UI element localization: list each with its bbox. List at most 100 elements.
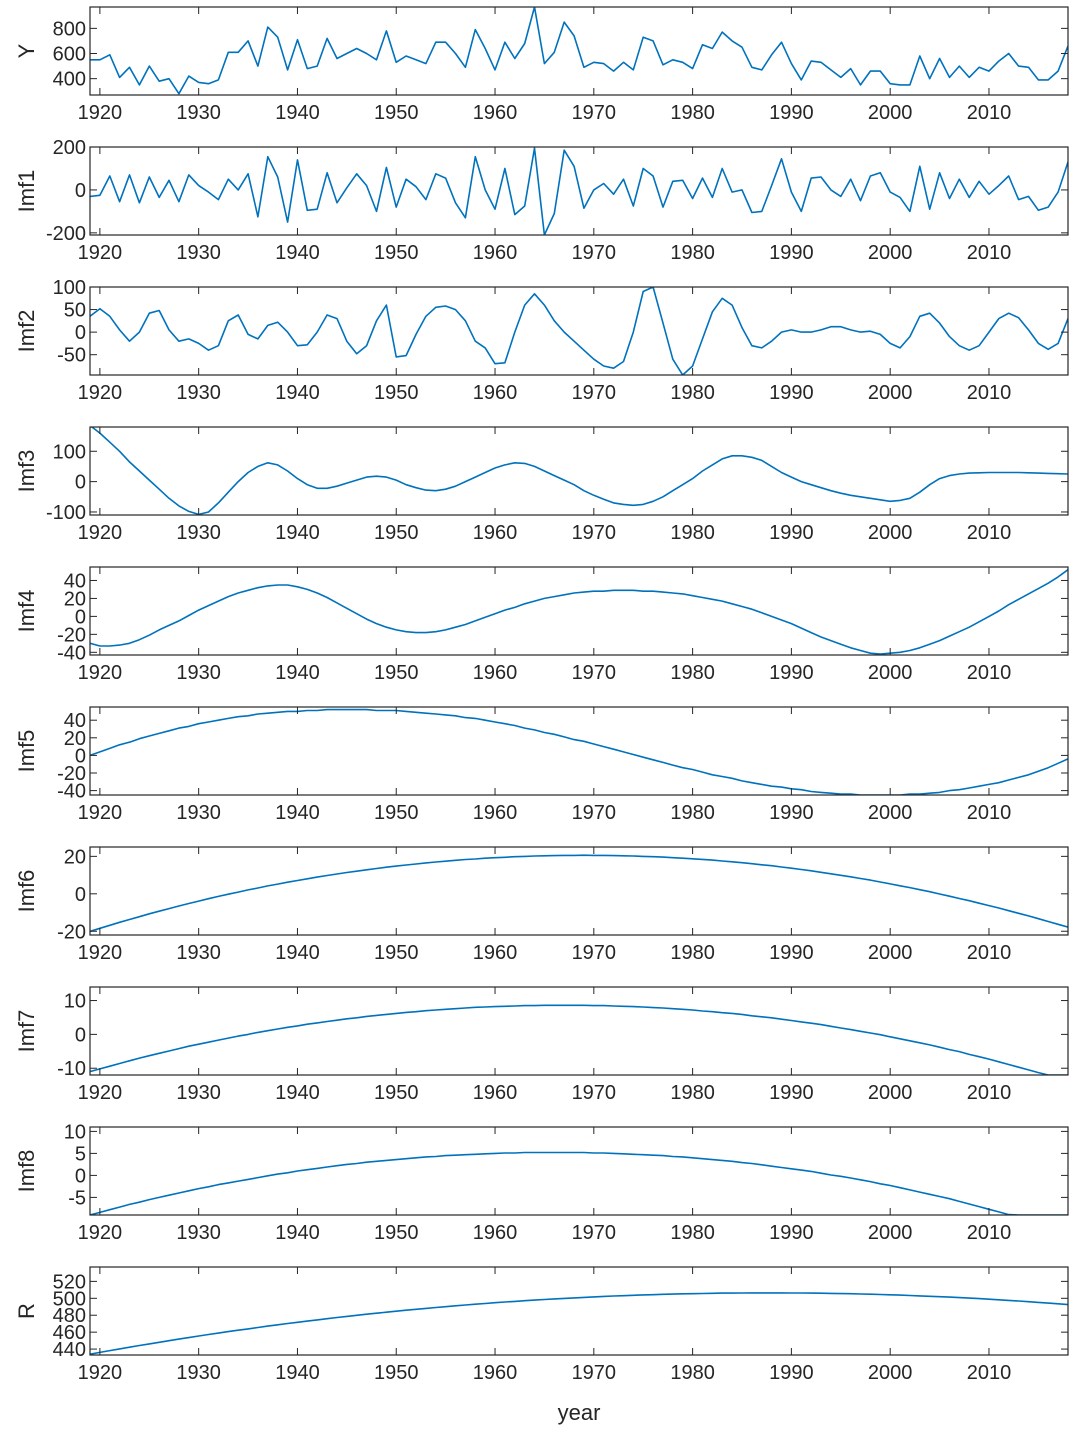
panel-imf3: 1920 1930 1940 1950 1960 1970 1980 1990 2000 2010… bbox=[14, 426, 1069, 544]
x-tick-label: 2010 bbox=[967, 942, 1012, 964]
y-axis-label: Imf4 bbox=[14, 590, 39, 633]
axes-frame bbox=[89, 706, 1069, 796]
x-tick-label: 1940 bbox=[275, 802, 320, 824]
x-tick-label: 1950 bbox=[374, 802, 419, 824]
x-tick-label: 1940 bbox=[275, 662, 320, 684]
x-tick-label: 1920 bbox=[78, 1222, 123, 1244]
x-tick-label: 1990 bbox=[769, 242, 814, 264]
series-line-imf8 bbox=[90, 1151, 1068, 1215]
y-tick-label: -40 bbox=[57, 781, 86, 803]
x-tick-label: 1920 bbox=[78, 242, 123, 264]
x-tick-label: 1940 bbox=[275, 942, 320, 964]
x-tick-label: 2000 bbox=[868, 662, 913, 684]
x-tick-label: 1970 bbox=[572, 942, 617, 964]
x-tick-label: 1970 bbox=[572, 662, 617, 684]
x-tick-label: 1960 bbox=[473, 1082, 518, 1104]
axes-frame bbox=[89, 846, 1069, 936]
x-tick-label: 1950 bbox=[374, 242, 419, 264]
x-tick-label: 2000 bbox=[868, 802, 913, 824]
series-line-r bbox=[90, 1292, 1068, 1355]
x-tick-label: 2000 bbox=[868, 242, 913, 264]
y-tick-label: -40 bbox=[57, 642, 86, 664]
y-axis-label: Imf1 bbox=[14, 170, 39, 213]
panel-imf8: 1920 1930 1940 1950 1960 1970 1980 1990 2000 2010… bbox=[14, 1121, 1069, 1244]
y-tick-label: 0 bbox=[75, 606, 86, 628]
x-tick-label: 2000 bbox=[868, 102, 913, 124]
x-tick-label: 1990 bbox=[769, 662, 814, 684]
y-tick-label: 5 bbox=[75, 1143, 86, 1165]
y-axis-label: R bbox=[14, 1303, 39, 1319]
x-tick-label: 1940 bbox=[275, 102, 320, 124]
x-tick-label: 1960 bbox=[473, 242, 518, 264]
series-line-imf2 bbox=[90, 287, 1068, 375]
x-tick-label: 1950 bbox=[374, 522, 419, 544]
y-tick-label: 20 bbox=[64, 588, 86, 610]
x-tick-label: 1930 bbox=[176, 662, 221, 684]
panel-imf5: 1920 1930 1940 1950 1960 1970 1980 1990 2000 2010… bbox=[14, 706, 1069, 824]
x-tick-label: 1980 bbox=[670, 942, 715, 964]
y-tick-label: 480 bbox=[53, 1305, 86, 1327]
y-tick-label: 0 bbox=[75, 745, 86, 767]
panel-y: 1920 1930 1940 1950 1960 1970 1980 1990 2000 2010… bbox=[14, 6, 1069, 124]
x-tick-label: 1980 bbox=[670, 522, 715, 544]
x-tick-label: 1950 bbox=[374, 382, 419, 404]
y-tick-label: 800 bbox=[53, 18, 86, 40]
x-tick-label: 1990 bbox=[769, 802, 814, 824]
y-tick-label: 0 bbox=[75, 322, 86, 344]
y-tick-label: 20 bbox=[64, 846, 86, 868]
y-axis-label: Imf7 bbox=[14, 1010, 39, 1053]
panel-r: 1920 1930 1940 1950 1960 1970 1980 1990 2000 2010… bbox=[14, 1266, 1069, 1384]
x-tick-label: 1950 bbox=[374, 102, 419, 124]
axes-frame bbox=[89, 1126, 1069, 1216]
x-tick-label: 1970 bbox=[572, 102, 617, 124]
y-axis-label: Imf5 bbox=[14, 730, 39, 773]
x-tick-label: 1940 bbox=[275, 382, 320, 404]
axes-frame bbox=[89, 1266, 1069, 1356]
x-tick-label: 1990 bbox=[769, 102, 814, 124]
y-tick-label: 0 bbox=[75, 1165, 86, 1187]
y-tick-label: 100 bbox=[53, 441, 86, 463]
x-tick-label: 2000 bbox=[868, 522, 913, 544]
y-axis-label: Imf8 bbox=[14, 1150, 39, 1193]
x-tick-label: 2010 bbox=[967, 242, 1012, 264]
x-tick-label: 1990 bbox=[769, 522, 814, 544]
x-tick-label: 1970 bbox=[572, 1362, 617, 1384]
x-tick-label: 2010 bbox=[967, 102, 1012, 124]
series-line-imf3 bbox=[90, 427, 1068, 515]
x-tick-label: 1940 bbox=[275, 522, 320, 544]
panel-imf6: 1920 1930 1940 1950 1960 1970 1980 1990 2000 2010… bbox=[14, 846, 1069, 964]
y-tick-label: 0 bbox=[75, 884, 86, 906]
y-tick-label: 440 bbox=[53, 1339, 86, 1361]
x-tick-label: 1960 bbox=[473, 102, 518, 124]
x-tick-label: 1920 bbox=[78, 802, 123, 824]
x-tick-label: 1920 bbox=[78, 102, 123, 124]
y-tick-label: -20 bbox=[57, 624, 86, 646]
x-tick-label: 1930 bbox=[176, 1222, 221, 1244]
y-tick-label: -20 bbox=[57, 921, 86, 943]
series-line-y bbox=[90, 7, 1068, 95]
x-tick-label: 1940 bbox=[275, 1082, 320, 1104]
y-tick-label: 200 bbox=[53, 137, 86, 159]
x-tick-label: 1960 bbox=[473, 662, 518, 684]
y-tick-label: 10 bbox=[64, 991, 86, 1013]
x-tick-label: 2010 bbox=[967, 662, 1012, 684]
x-tick-label: 1960 bbox=[473, 942, 518, 964]
x-tick-label: 1970 bbox=[572, 522, 617, 544]
x-tick-label: 1920 bbox=[78, 1362, 123, 1384]
panel-imf4: 1920 1930 1940 1950 1960 1970 1980 1990 2000 2010… bbox=[14, 566, 1069, 684]
x-tick-label: 1920 bbox=[78, 382, 123, 404]
y-tick-label: 0 bbox=[75, 1024, 86, 1046]
x-tick-label: 2000 bbox=[868, 382, 913, 404]
y-tick-label: 520 bbox=[53, 1271, 86, 1293]
axes-frame bbox=[89, 146, 1069, 236]
y-tick-label: 460 bbox=[53, 1322, 86, 1344]
y-tick-label: -200 bbox=[46, 223, 86, 245]
x-tick-label: 2000 bbox=[868, 1082, 913, 1104]
y-tick-label: 0 bbox=[75, 180, 86, 202]
x-tick-label: 1950 bbox=[374, 662, 419, 684]
y-tick-label: -50 bbox=[57, 345, 86, 367]
x-tick-label: 1980 bbox=[670, 1362, 715, 1384]
axes-frame bbox=[89, 6, 1069, 96]
x-tick-label: 1940 bbox=[275, 1222, 320, 1244]
